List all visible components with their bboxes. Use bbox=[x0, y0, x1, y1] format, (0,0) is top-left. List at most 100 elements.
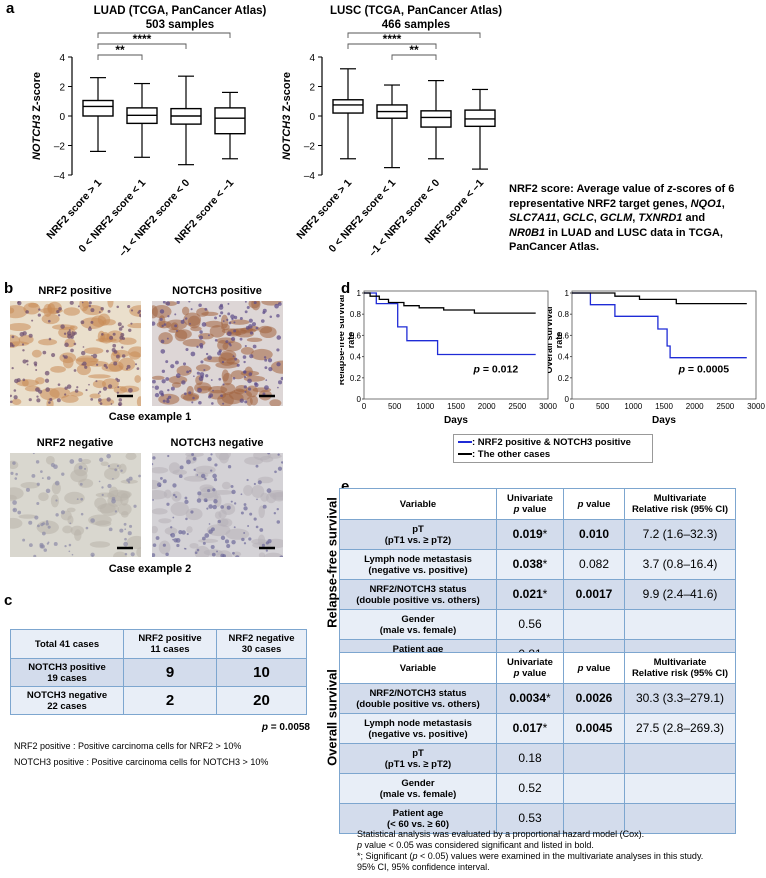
nucleus-dot bbox=[28, 398, 32, 402]
nucleus-dot bbox=[44, 378, 50, 383]
nucleus-dot bbox=[228, 321, 232, 325]
tissue-blob bbox=[214, 511, 222, 520]
nucleus-dot bbox=[45, 522, 49, 526]
nucleus-dot bbox=[55, 513, 59, 517]
nucleus-dot bbox=[262, 392, 266, 396]
nucleus-dot bbox=[249, 331, 254, 335]
y-tick-label: 0 bbox=[309, 112, 315, 123]
nucleus-dot bbox=[167, 315, 170, 318]
os-side-label: Overall survival bbox=[324, 669, 340, 766]
tissue-blob bbox=[117, 503, 132, 516]
nucleus-dot bbox=[181, 530, 186, 535]
tissue-blob bbox=[47, 303, 56, 314]
y-tick-label: 0.8 bbox=[558, 310, 570, 319]
nucleus-dot bbox=[156, 482, 162, 488]
nucleus-dot bbox=[243, 375, 247, 379]
nucleus-dot bbox=[69, 459, 75, 464]
nucleus-dot bbox=[44, 370, 50, 376]
nucleus-dot bbox=[166, 399, 170, 404]
nucleus-dot bbox=[80, 512, 84, 516]
nucleus-dot bbox=[46, 542, 49, 545]
nucleus-dot bbox=[25, 310, 29, 314]
box-2 bbox=[376, 84, 408, 169]
nucleus-dot bbox=[95, 363, 99, 366]
table-row: Lymph node metastasis (negative vs. posit… bbox=[339, 549, 736, 580]
ihc-image-notch3-negative bbox=[152, 453, 283, 557]
tissue-blob bbox=[182, 306, 190, 316]
km-series-others bbox=[572, 292, 747, 305]
nucleus-dot bbox=[170, 386, 175, 391]
nucleus-dot bbox=[255, 326, 259, 330]
nucleus-dot bbox=[196, 345, 199, 348]
tissue-texture bbox=[152, 301, 283, 406]
tissue-blob bbox=[75, 355, 98, 367]
nucleus-dot bbox=[160, 392, 165, 397]
nucleus-dot bbox=[182, 362, 187, 366]
nucleus-dot bbox=[197, 387, 202, 393]
tissue-blob bbox=[194, 465, 216, 475]
e-footnote-4: 95% CI, 95% confidence interval. bbox=[357, 862, 490, 872]
cell-relative-risk: 3.7 (0.8–16.4) bbox=[624, 549, 736, 580]
y-tick-label: 4 bbox=[309, 53, 315, 64]
significance-label: **** bbox=[133, 32, 152, 46]
nucleus-dot bbox=[253, 482, 256, 486]
cell-univariate: 0.53 bbox=[496, 803, 564, 834]
tissue-blob bbox=[11, 398, 22, 405]
tissue-blob bbox=[94, 497, 107, 510]
ctab-header-total: Total 41 cases bbox=[10, 629, 124, 659]
nucleus-dot bbox=[120, 332, 125, 337]
cell-relative-risk bbox=[624, 609, 736, 640]
nucleus-dot bbox=[80, 320, 85, 325]
nucleus-dot bbox=[79, 482, 83, 486]
y-tick-label: 0.4 bbox=[558, 353, 570, 362]
nucleus-dot bbox=[119, 528, 124, 533]
box-4 bbox=[464, 88, 496, 170]
cell-relative-risk bbox=[624, 743, 736, 774]
tissue-blob bbox=[99, 333, 114, 344]
nucleus-dot bbox=[276, 348, 280, 352]
nucleus-dot bbox=[66, 384, 72, 389]
nucleus-dot bbox=[264, 358, 268, 362]
nucleus-dot bbox=[88, 301, 92, 305]
nucleus-dot bbox=[64, 393, 67, 396]
tissue-blob bbox=[226, 357, 240, 365]
ihc-image-nrf2-negative bbox=[10, 453, 141, 557]
nucleus-dot bbox=[41, 531, 46, 536]
nucleus-dot bbox=[185, 347, 189, 352]
nucleus-dot bbox=[246, 305, 250, 310]
nucleus-dot bbox=[246, 478, 249, 482]
nucleus-dot bbox=[50, 462, 56, 468]
nucleus-dot bbox=[82, 361, 87, 366]
nucleus-dot bbox=[190, 510, 194, 514]
nucleus-dot bbox=[172, 516, 175, 519]
nucleus-dot bbox=[110, 403, 113, 405]
cell-variable: Lymph node metastasis (negative vs. posit… bbox=[339, 713, 497, 744]
label-notch3-negative: NOTCH3 negative bbox=[170, 437, 264, 449]
nucleus-dot bbox=[152, 321, 156, 326]
nucleus-dot bbox=[188, 301, 191, 303]
panel-letter-a: a bbox=[6, 0, 15, 17]
nucleus-dot bbox=[33, 554, 37, 557]
nucleus-dot bbox=[88, 304, 92, 308]
nucleus-dot bbox=[178, 530, 183, 535]
nucleus-dot bbox=[248, 318, 253, 323]
nucleus-dot bbox=[213, 478, 218, 482]
y-tick-label: 2 bbox=[309, 83, 315, 94]
box-1 bbox=[332, 68, 364, 160]
nucleus-dot bbox=[88, 327, 92, 332]
y-tick-label: 0 bbox=[565, 395, 570, 404]
tissue-texture bbox=[10, 301, 141, 406]
nucleus-dot bbox=[81, 363, 84, 366]
th-pvalue: p value bbox=[563, 488, 625, 520]
tissue-blob bbox=[89, 393, 101, 399]
table-row: Gender (male vs. female) 0.56 bbox=[339, 609, 736, 640]
nucleus-dot bbox=[76, 498, 79, 501]
nucleus-dot bbox=[162, 399, 166, 403]
nucleus-dot bbox=[122, 337, 126, 340]
tissue-blob bbox=[113, 551, 127, 557]
box-2 bbox=[126, 82, 158, 158]
tissue-blob bbox=[232, 551, 242, 557]
tissue-blob bbox=[16, 379, 39, 387]
nucleus-dot bbox=[267, 453, 271, 455]
